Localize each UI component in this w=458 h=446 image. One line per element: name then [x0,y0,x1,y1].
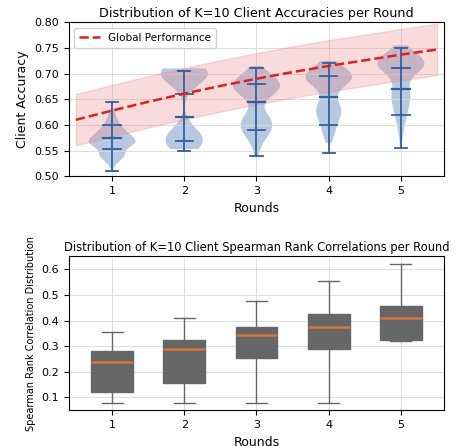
Global Performance [73,117,79,123]
Legend: Global Performance: Global Performance [74,28,217,48]
X-axis label: Rounds: Rounds [234,436,279,446]
Y-axis label: Client Accuracy: Client Accuracy [16,50,29,148]
Global Performance [398,52,403,58]
Global Performance [181,91,187,96]
Global Performance [145,99,151,104]
X-axis label: Rounds: Rounds [234,202,279,215]
PathPatch shape [235,327,278,358]
Global Performance [326,63,332,69]
Global Performance [290,70,295,75]
PathPatch shape [164,340,205,384]
Global Performance [109,108,115,113]
PathPatch shape [380,306,422,340]
Global Performance [434,47,440,52]
PathPatch shape [308,314,349,349]
Global Performance [362,58,368,63]
PathPatch shape [91,351,133,392]
Line: Global Performance: Global Performance [76,50,437,120]
Title: Distribution of K=10 Client Spearman Rank Correlations per Round: Distribution of K=10 Client Spearman Ran… [64,241,449,254]
Y-axis label: Spearman Rank Correlation Distribution: Spearman Rank Correlation Distribution [26,236,36,431]
Global Performance [218,83,223,89]
Global Performance [254,76,259,82]
Title: Distribution of K=10 Client Accuracies per Round: Distribution of K=10 Client Accuracies p… [99,7,414,20]
